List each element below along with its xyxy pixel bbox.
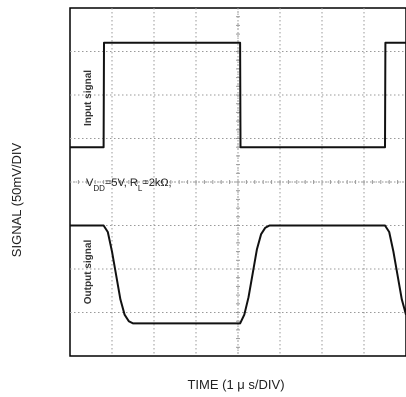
series-line-output-signal (70, 224, 406, 325)
series-line-input-signal (70, 41, 406, 149)
trace-label-output: Output signal (83, 240, 94, 305)
trace-label-input: Input signal (83, 70, 94, 126)
grid (70, 8, 406, 356)
traces (70, 41, 406, 325)
annotation-text: =2kΩ, (142, 177, 171, 189)
annotation-text: =5V, R (105, 177, 138, 189)
annotation-subscript: DD (93, 184, 105, 193)
annotation-text: V (86, 177, 94, 189)
annotation-subscript: L (138, 184, 143, 193)
y-axis-label: SIGNAL (50mV/DIV (9, 142, 24, 257)
test-conditions-annotation: VDD=5V, RL=2kΩ, (86, 177, 172, 193)
x-axis-label: TIME (1 μ s/DIV) (187, 377, 284, 392)
